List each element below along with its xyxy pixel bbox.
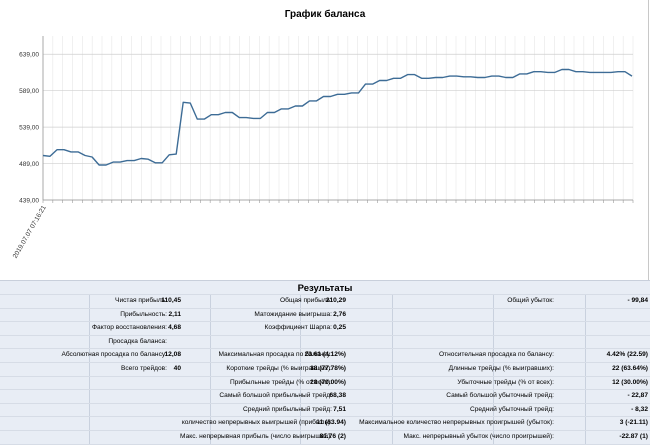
result-value: 68,38 (329, 392, 346, 400)
results-title: Результаты (297, 283, 353, 294)
result-value: 4.42% (22.59) (606, 351, 648, 359)
results-grid-row-line (0, 334, 650, 336)
results-grid-row-line (0, 321, 650, 323)
result-label: Матожидание выигрыша: (254, 310, 332, 318)
result-label: Чистая прибыль: (115, 297, 167, 304)
y-tick-label: 439,00 (19, 198, 39, 205)
results-grid-row-line (0, 389, 650, 391)
balance-chart-panel: График баланса 639,00 589,00 539,00 489,00 4… (12, 0, 649, 280)
chart-title: График баланса (284, 9, 366, 20)
results-grid-row-line (0, 416, 650, 418)
balance-line (42, 68, 633, 166)
y-tick-label: 589,00 (19, 88, 39, 95)
y-tick-label: 539,00 (19, 125, 39, 132)
result-value: 210,29 (325, 297, 346, 304)
result-label: Самый большой убыточный трейд: (446, 392, 554, 400)
results-panel: Результаты Чистая прибыль: 110,45 Прибыльн… (0, 280, 650, 445)
results-grid-row-line (0, 294, 650, 295)
results-grid-divider (392, 295, 393, 444)
result-label: Средний прибыльный трейд: (243, 405, 332, 413)
result-label: Убыточные трейды (% от всех): (457, 378, 554, 386)
result-value: 28 (70.00%) (310, 378, 346, 386)
result-label: Макс. непрерывный убыток (число проигрыш… (403, 433, 555, 440)
result-label: Максимальное количество непрерывных прои… (359, 419, 554, 427)
y-tick-label: 489,00 (19, 161, 39, 168)
result-value: 81.76 (2) (319, 433, 346, 440)
results-grid-row-line (0, 307, 650, 309)
result-label: Прибыльные трейды (% от всех): (229, 378, 332, 386)
result-label: количество непрерывных выигрышей (прибыл… (181, 419, 332, 427)
results-grid-row-line (0, 348, 650, 350)
result-value: 18 (77.78%) (310, 365, 346, 372)
result-label: Прибыльность: (120, 310, 167, 318)
result-value: 4,68 (168, 324, 181, 332)
results-grid-row-line (0, 443, 650, 445)
result-value: - 8,32 (631, 405, 648, 413)
results-grid-divider (493, 295, 494, 444)
result-label: Короткие трейды (% выигравших): (226, 365, 332, 372)
result-label: Длинные трейды (% выигравших): (448, 365, 554, 372)
result-label: Общий убыток: (507, 297, 554, 304)
results-grid-divider (210, 295, 211, 444)
result-value: 3 (-21.11) (619, 419, 648, 427)
result-label: Всего трейдов: (120, 365, 167, 372)
results-grid-row-line (0, 402, 650, 404)
results-grid-divider (300, 295, 301, 444)
balance-chart: 639,00 589,00 539,00 489,00 439,002019.07.07… (12, 36, 634, 260)
result-label: Макс. непрерывная прибыль (число выигрыш… (180, 433, 332, 440)
results-grid-row-line (0, 362, 650, 363)
result-value: 40 (173, 365, 181, 372)
result-value: 11 (63.94) (316, 419, 346, 427)
result-value: 110,45 (161, 297, 181, 304)
results-grid-row-line (0, 430, 650, 431)
result-label: Общая прибыль: (280, 297, 332, 304)
result-label: Относительная просадка по балансу: (438, 351, 554, 359)
results-grid-row-line (0, 375, 650, 377)
result-value: 7,51 (333, 405, 346, 413)
result-value: 22 (63.64%) (612, 365, 648, 372)
result-value: 2,11 (168, 310, 181, 318)
result-label: Максимальная просадка по балансу: (218, 351, 332, 359)
results-grid-divider (89, 295, 90, 444)
result-value: 2,76 (333, 310, 346, 318)
result-value: 0,25 (333, 324, 346, 332)
x-tick-label: 2019.07.07 07:16:21 (12, 204, 48, 259)
y-tick-label: 639,00 (19, 52, 39, 59)
result-value: - 22,87 (627, 392, 648, 400)
result-value: 12 (30.00%) (612, 378, 648, 386)
result-label: Абсолютная просадка по балансу: (61, 351, 167, 359)
result-value: 12,08 (164, 351, 181, 359)
result-value: - 99,84 (627, 297, 648, 304)
result-label: Коэффициент Шарпа: (264, 324, 332, 332)
result-value: 23.61 (4.12%) (304, 351, 346, 359)
result-label: Средний убыточный трейд: (469, 405, 554, 413)
result-label: Фактор восстановления: (92, 324, 167, 332)
result-label: Самый большой прибыльный трейд: (219, 392, 332, 400)
result-value: -22.87 (1) (619, 433, 648, 440)
result-label: Просадка баланса: (108, 337, 167, 345)
results-grid-divider (585, 295, 586, 444)
